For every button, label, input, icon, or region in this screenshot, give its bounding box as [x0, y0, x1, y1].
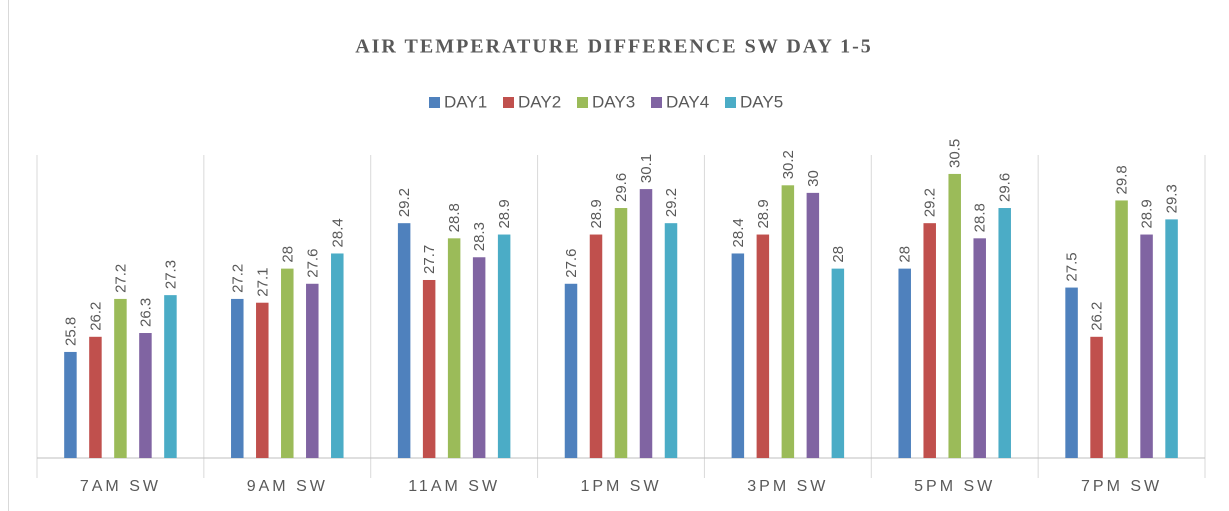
data-label: 28.9: [1139, 199, 1156, 228]
data-label: 29.2: [922, 188, 939, 217]
data-label: 28.3: [471, 222, 488, 251]
bar: [614, 208, 628, 458]
data-label: 29.3: [1164, 184, 1181, 213]
data-label: 28.4: [730, 218, 747, 247]
legend-swatch: [577, 97, 588, 108]
data-label: 29.2: [396, 188, 413, 217]
data-label: 25.8: [62, 317, 79, 346]
bar: [998, 208, 1011, 458]
x-tick-label: 7PM SW: [1081, 478, 1162, 495]
data-label: 28: [279, 246, 296, 263]
data-label: 28: [830, 246, 847, 263]
legend-swatch: [725, 97, 736, 108]
bar: [497, 234, 511, 458]
bar: [64, 351, 77, 458]
bar: [139, 333, 152, 458]
bar: [948, 173, 961, 458]
legend-swatch: [651, 97, 662, 108]
bar: [589, 234, 603, 458]
data-label: 27.7: [421, 245, 438, 274]
bar: [731, 253, 745, 458]
data-label: 29.6: [997, 173, 1014, 202]
bar: [281, 268, 294, 458]
data-label: 27.2: [112, 264, 129, 293]
data-label: 29.8: [1114, 165, 1131, 194]
data-label: 27.3: [162, 260, 179, 289]
bar: [89, 336, 102, 458]
x-tick-label: 3PM SW: [747, 478, 828, 495]
data-label: 26.2: [87, 302, 104, 331]
data-label: 30.2: [780, 150, 797, 179]
bar: [306, 283, 319, 458]
data-label: 28: [897, 246, 914, 263]
chart-title: AIR TEMPERATURE DIFFERENCE SW DAY 1-5: [355, 36, 873, 58]
data-label: 28.8: [972, 203, 989, 232]
x-tick-label: 11AM SW: [408, 478, 500, 495]
data-label: 28.9: [755, 199, 772, 228]
data-label: 27.1: [254, 268, 271, 297]
x-tick-label: 9AM SW: [247, 478, 328, 495]
data-label: 27.6: [563, 249, 580, 278]
bar: [1140, 234, 1153, 458]
bar: [898, 268, 911, 458]
bar: [781, 185, 795, 459]
bar: [114, 298, 127, 458]
bar: [256, 302, 269, 458]
bar: [472, 257, 486, 458]
bar: [756, 234, 770, 458]
legend-label: DAY1: [444, 92, 487, 111]
data-label: 28.8: [446, 203, 463, 232]
legend-label: DAY3: [592, 92, 635, 111]
data-label: 30: [805, 170, 822, 187]
bar: [806, 192, 820, 458]
bar: [1090, 336, 1103, 458]
bar: [231, 298, 244, 458]
bar: [1115, 200, 1128, 458]
bar: [831, 268, 845, 458]
data-label: 27.2: [229, 264, 246, 293]
x-tick-label: 1PM SW: [580, 478, 661, 495]
data-label: 30.5: [947, 139, 964, 168]
data-label: 26.2: [1089, 302, 1106, 331]
data-label: 29.2: [663, 188, 680, 217]
bar: [664, 223, 678, 458]
bar: [164, 295, 177, 458]
data-label: 27.5: [1064, 252, 1081, 281]
data-label: 29.6: [613, 173, 630, 202]
bar: [973, 238, 986, 458]
data-label: 28.9: [588, 199, 605, 228]
legend-swatch: [503, 97, 514, 108]
bar: [397, 223, 411, 458]
data-label: 28.4: [329, 218, 346, 247]
bar: [639, 189, 653, 458]
x-tick-label: 5PM SW: [914, 478, 995, 495]
legend-label: DAY2: [518, 92, 561, 111]
legend-label: DAY5: [740, 92, 783, 111]
data-label: 28.9: [496, 199, 513, 228]
bar: [422, 279, 436, 458]
bar: [447, 238, 461, 458]
bar: [564, 283, 578, 458]
data-label: 27.6: [304, 249, 321, 278]
bar: [923, 223, 936, 458]
legend-label: DAY4: [666, 92, 709, 111]
data-label: 26.3: [137, 298, 154, 327]
bar: [331, 253, 344, 458]
x-tick-label: 7AM SW: [80, 478, 161, 495]
legend-swatch: [429, 97, 440, 108]
data-label: 30.1: [638, 154, 655, 183]
bar: [1165, 219, 1178, 458]
bar: [1065, 287, 1078, 458]
